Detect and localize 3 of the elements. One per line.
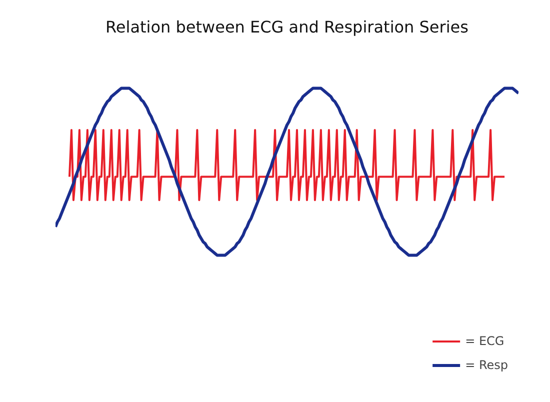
legend-label: = Resp <box>465 358 508 372</box>
chart-title: Relation between ECG and Respiration Series <box>106 18 468 36</box>
legend-label: = ECG <box>465 334 504 348</box>
